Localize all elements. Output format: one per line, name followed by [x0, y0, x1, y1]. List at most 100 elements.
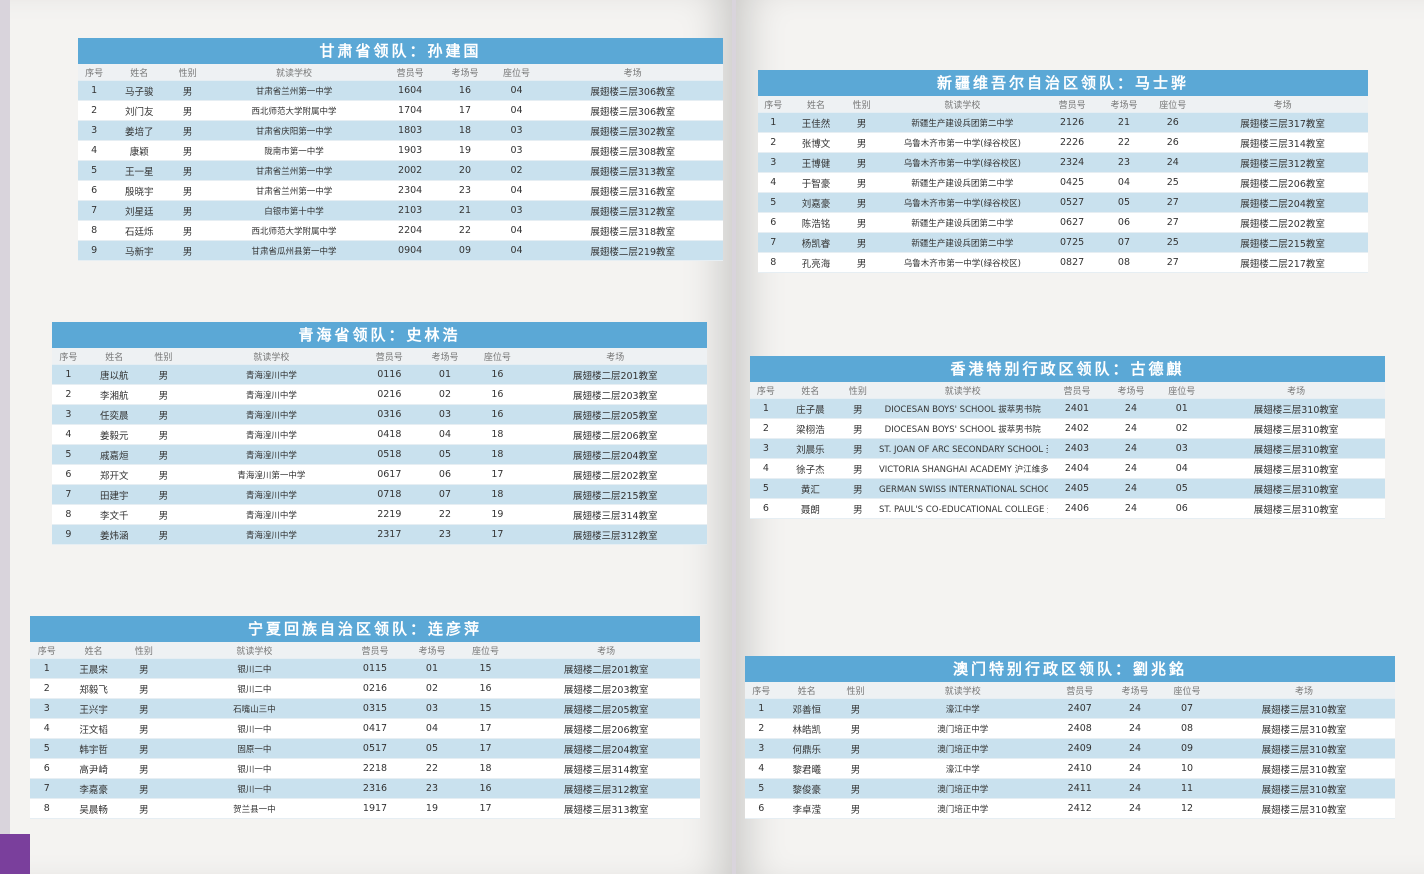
cell: 男 — [836, 718, 875, 739]
cell: 0627 — [1044, 212, 1100, 233]
cell: 2 — [750, 418, 782, 439]
cell: 7 — [758, 232, 789, 253]
cell: 23 — [405, 778, 459, 799]
roster-title: 新疆维吾尔自治区领队：马士骅 — [758, 70, 1368, 96]
cell: 青海湟川第一中学 — [182, 464, 360, 485]
cell: 5 — [750, 478, 782, 499]
header-cell: 性别 — [843, 96, 880, 113]
header-cell: 考场 — [1197, 96, 1368, 113]
header-cell: 营员号 — [1044, 96, 1100, 113]
data-row: 1 邓善恒男濠江中学 2407 24 07 展翅楼三层310教室 — [745, 698, 1395, 719]
data-row: 9 马新宇男甘肃省瓜州县第一中学 0904 09 04 展翅楼二层219教室 — [78, 240, 723, 261]
cell: 2 — [745, 718, 778, 739]
cell: 2304 — [381, 180, 440, 201]
data-row: 5 韩宇哲男固原一中 0517 05 17 展翅楼二层204教室 — [30, 738, 700, 759]
roster-title: 香港特别行政区领队：古德麒 — [750, 356, 1385, 382]
data-row: 3 何鼎乐男澳门培正中学 2409 24 09 展翅楼三层310教室 — [745, 738, 1395, 759]
cell: 2402 — [1048, 418, 1106, 439]
cell: 09 — [1161, 738, 1213, 759]
cell: ST. JOAN OF ARC SECONDARY SCHOOL 圣贞德中学 — [876, 438, 1049, 459]
cell: 04 — [1156, 458, 1208, 479]
cell: 展翅楼三层310教室 — [1207, 478, 1385, 499]
cell: 王佳然 — [788, 112, 844, 133]
header-cell: 姓名 — [63, 642, 124, 659]
roster-block: 甘肃省领队：孙建国 序号 姓名 性别 就读学校 营员号 考场号 座位号 考场 1 马子骏男甘肃省兰州… — [78, 38, 723, 261]
cell: 0718 — [359, 484, 419, 505]
roster-table: 序号 姓名 性别 就读学校 营员号 考场号 座位号 考场 1 唐以航男青海湟川中学 0116 01 16… — [52, 348, 707, 545]
header-row: 序号 姓名 性别 就读学校 营员号 考场号 座位号 考场 — [52, 348, 707, 365]
cell: 展翅楼二层217教室 — [1197, 252, 1368, 273]
cell: 0425 — [1044, 172, 1100, 193]
cell: 姜培了 — [110, 120, 169, 141]
header-row: 序号 姓名 性别 就读学校 营员号 考场号 座位号 考场 — [758, 96, 1368, 113]
data-row: 4 于智豪男新疆生产建设兵团第二中学 0425 04 25 展翅楼二层206教室 — [758, 172, 1368, 193]
cell: 0517 — [344, 738, 406, 759]
header-cell: 营员号 — [1048, 382, 1106, 399]
header-cell: 姓名 — [84, 348, 144, 365]
header-cell: 营员号 — [381, 64, 440, 81]
cell: 男 — [123, 798, 164, 819]
cell: 18 — [471, 424, 524, 445]
cell: 男 — [168, 120, 207, 141]
cell: 04 — [418, 424, 472, 445]
cell: 07 — [418, 484, 472, 505]
data-row: 3 王兴宇男石嘴山三中 0315 03 15 展翅楼二层205教室 — [30, 698, 700, 719]
cell: 展翅楼三层316教室 — [542, 180, 723, 201]
data-row: 9 姜炜涵男青海湟川中学 2317 23 17 展翅楼三层312教室 — [52, 524, 707, 545]
data-row: 6 李卓滢男澳门培正中学 2412 24 12 展翅楼三层310教室 — [745, 798, 1395, 819]
cell: 03 — [490, 140, 543, 161]
cell: 24 — [1109, 738, 1161, 759]
header-cell: 就读学校 — [879, 96, 1045, 113]
cell: 8 — [758, 252, 789, 273]
cell: 2 — [758, 132, 789, 153]
cell: ST. PAUL'S CO-EDUCATIONAL COLLEGE 圣保罗男女中… — [876, 498, 1049, 519]
cell: 16 — [471, 404, 524, 425]
header-row: 序号 姓名 性别 就读学校 营员号 考场号 座位号 考场 — [78, 64, 723, 81]
data-row: 6 殷晓宇男甘肃省兰州第一中学 2304 23 04 展翅楼三层316教室 — [78, 180, 723, 201]
data-row: 1 庄子晨男 DIOCESAN BOYS' SCHOOL 拔萃男书院 2401 24 01… — [750, 398, 1385, 419]
cell: 05 — [418, 444, 472, 465]
cell: 新疆生产建设兵团第二中学 — [879, 112, 1045, 133]
cell: 梁栩浩 — [781, 418, 839, 439]
cell: 黎俊豪 — [777, 778, 836, 799]
header-cell: 考场号 — [405, 642, 459, 659]
data-row: 7 李嘉豪男银川一中 2316 23 16 展翅楼三层312教室 — [30, 778, 700, 799]
cell: 21 — [1099, 112, 1149, 133]
cell: 青海湟川中学 — [182, 424, 360, 445]
cell: 17 — [471, 464, 524, 485]
cell: 05 — [405, 738, 459, 759]
cell: 康颖 — [110, 140, 169, 161]
cell: 18 — [471, 444, 524, 465]
cell: 17 — [458, 718, 513, 739]
cell: DIOCESAN BOYS' SCHOOL 拔萃男书院 — [876, 418, 1049, 439]
header-cell: 考场 — [1213, 682, 1395, 699]
cell: 徐子杰 — [781, 458, 839, 479]
cell: 李湘航 — [84, 384, 144, 405]
cell: DIOCESAN BOYS' SCHOOL 拔萃男书院 — [876, 398, 1049, 419]
header-cell: 姓名 — [777, 682, 836, 699]
header-cell: 性别 — [836, 682, 875, 699]
cell: 马新宇 — [110, 240, 169, 261]
cell: 展翅楼三层310教室 — [1213, 798, 1395, 819]
cell: 展翅楼三层310教室 — [1207, 418, 1385, 439]
cell: 男 — [836, 698, 875, 719]
header-cell: 考场 — [542, 64, 723, 81]
cell: 05 — [1099, 192, 1149, 213]
cell: 19 — [439, 140, 491, 161]
roster-title: 甘肃省领队：孙建国 — [78, 38, 723, 64]
cell: 24 — [1148, 152, 1198, 173]
cell: 男 — [838, 478, 877, 499]
data-row: 3 姜培了男甘肃省庆阳第一中学 1803 18 03 展翅楼三层302教室 — [78, 120, 723, 141]
cell: 男 — [836, 738, 875, 759]
cell: 姜炜涵 — [84, 524, 144, 545]
header-cell: 就读学校 — [876, 382, 1049, 399]
cell: 2324 — [1044, 152, 1100, 173]
cell: 展翅楼二层215教室 — [523, 484, 707, 505]
cell: 02 — [405, 678, 459, 699]
cell: 16 — [458, 778, 513, 799]
cell: 男 — [143, 424, 183, 445]
cell: 展翅楼三层302教室 — [542, 120, 723, 141]
cell: 澳门培正中学 — [875, 738, 1051, 759]
cell: 聂朗 — [781, 498, 839, 519]
cell: 3 — [78, 120, 111, 141]
